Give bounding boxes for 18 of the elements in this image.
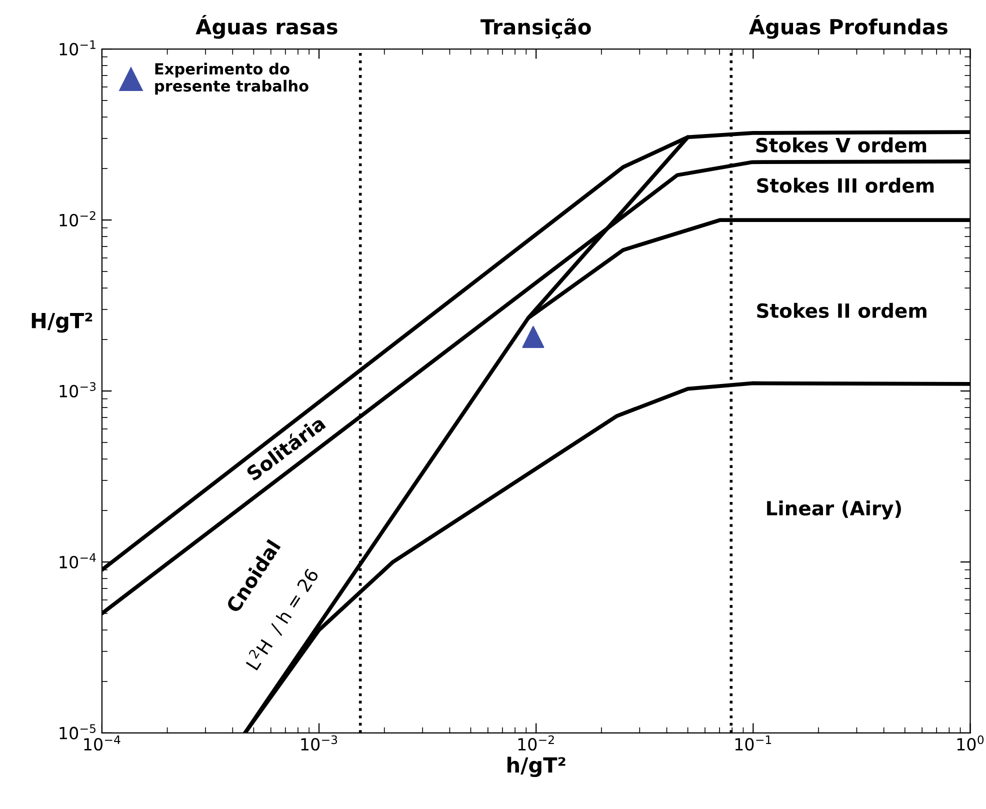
annotation: Stokes III ordem: [757, 178, 934, 193]
x-tick-label: 10$^{0}$: [957, 735, 984, 751]
annotation: Stokes V ordem: [756, 137, 926, 152]
text: Transição: [480, 18, 591, 39]
text: Águas Profundas: [749, 14, 948, 39]
y-axis-title: H/gT²: [32, 312, 92, 333]
y-tick-label: 10$^{−2}$: [60, 211, 96, 226]
x-tick-label: 10$^{−3}$: [301, 735, 338, 751]
x-tick-label: 10$^{−2}$: [518, 735, 554, 751]
x-axis-title: h/gT²: [507, 756, 566, 778]
annotation: Stokes II ordem: [757, 302, 926, 318]
x-tick-label: 10$^{−1}$: [735, 735, 772, 751]
legend-label: Experimento do presente trabalho: [155, 62, 308, 95]
y-tick-label: 10$^{−3}$: [60, 382, 96, 398]
text: Águas rasas: [196, 14, 338, 39]
annotation: Linear (Airy): [767, 500, 901, 520]
y-tick-label: 10$^{−4}$: [60, 553, 96, 568]
y-tick-label: 10$^{−1}$: [60, 40, 96, 56]
